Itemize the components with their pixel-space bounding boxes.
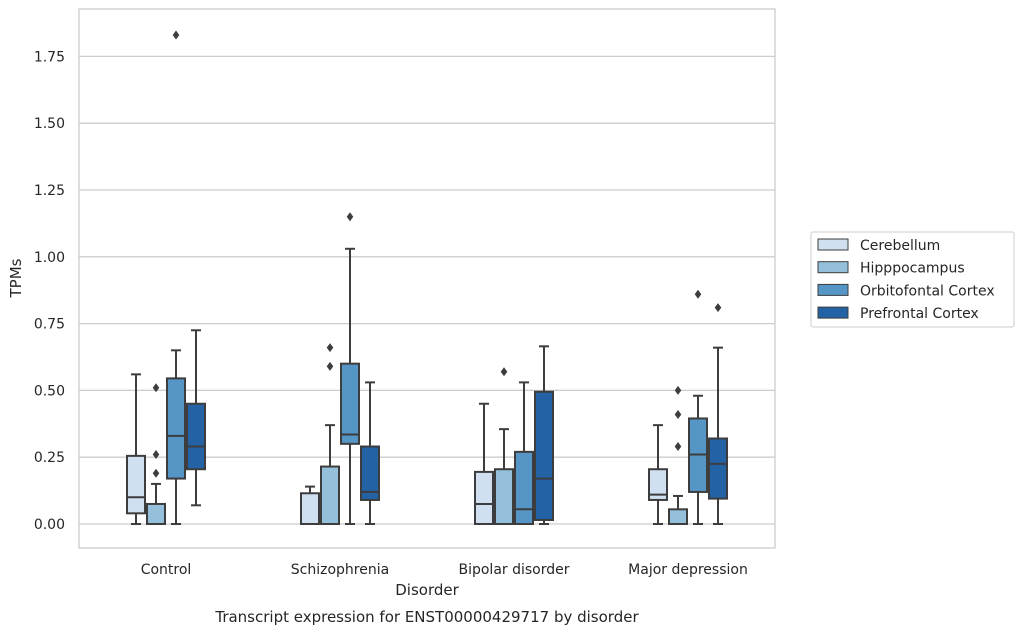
legend-label: Orbitofontal Cortex	[860, 283, 995, 299]
box-body	[494, 468, 514, 525]
y-tick-label: 1.00	[34, 250, 65, 266]
x-tick-label: Control	[141, 562, 192, 578]
box-3-0	[186, 329, 206, 507]
legend-label: Hipppocampus	[860, 261, 965, 277]
box-3-3	[708, 303, 728, 525]
y-axis-ticks: 0.00 0.25 0.50 0.75 1.00 1.25 1.50 1.75	[34, 49, 65, 533]
legend-frame	[810, 231, 1015, 328]
y-tick-label: 0.25	[34, 450, 65, 466]
box-body	[146, 502, 166, 525]
x-tick-label: Major depression	[628, 562, 748, 578]
x-axis-label: Disorder	[395, 581, 459, 599]
box-1-0	[146, 383, 166, 525]
x-tick-label: Bipolar disorder	[458, 562, 569, 578]
box-body	[514, 450, 534, 525]
y-tick-label: 1.50	[34, 116, 65, 132]
y-tick-label: 0.00	[34, 517, 65, 533]
outlier-point	[152, 468, 160, 478]
legend-item: Hipppocampus	[817, 261, 965, 277]
y-tick-label: 1.75	[34, 49, 65, 65]
outlier-point	[674, 409, 682, 419]
legend-swatch	[817, 261, 849, 274]
legend-item: Orbitofontal Cortex	[817, 283, 995, 299]
legend-label: Cerebellum	[860, 238, 940, 254]
box-1-1	[320, 343, 340, 525]
x-axis-ticks: Control Schizophrenia Bipolar disorder Majo…	[141, 562, 748, 578]
box-0-1	[300, 485, 320, 526]
box-1-2	[494, 367, 514, 525]
box-body	[648, 468, 668, 501]
outlier-point	[674, 442, 682, 452]
outlier-point	[714, 303, 722, 313]
box-body	[708, 437, 728, 500]
outlier-point	[674, 385, 682, 395]
x-tick-label: Schizophrenia	[291, 562, 389, 578]
outlier-point	[152, 383, 160, 393]
y-tick-label: 0.75	[34, 317, 65, 333]
box-body	[300, 492, 320, 526]
box-body	[320, 465, 340, 525]
box-body	[126, 454, 146, 515]
outlier-point	[694, 289, 702, 299]
legend-label: Prefrontal Cortex	[860, 306, 979, 322]
box-body	[340, 362, 360, 445]
box-body	[360, 445, 380, 501]
boxes	[126, 30, 728, 526]
legend-swatch	[817, 238, 849, 251]
legend-swatch	[817, 283, 849, 296]
outlier-point	[500, 367, 508, 377]
chart-caption: Transcript expression for ENST0000042971…	[214, 608, 639, 626]
box-3-2	[534, 345, 554, 525]
y-axis-label: TPMs	[7, 258, 25, 298]
legend-swatch	[817, 306, 849, 319]
outlier-point	[326, 361, 334, 371]
box-body	[186, 402, 206, 471]
box-2-0	[166, 30, 186, 525]
y-tick-label: 0.50	[34, 383, 65, 399]
box-3-1	[360, 381, 380, 525]
box-2-1	[340, 212, 360, 525]
box-2-2	[514, 381, 534, 525]
legend: Cerebellum Hipppocampus Orbitofontal Corte…	[810, 231, 1015, 328]
box-body	[534, 390, 554, 521]
box-body	[166, 377, 186, 480]
box-2-3	[688, 289, 708, 525]
outlier-point	[346, 212, 354, 222]
box-body	[474, 470, 494, 525]
box-0-3	[648, 424, 668, 525]
box-0-0	[126, 373, 146, 525]
box-0-2	[474, 402, 494, 525]
legend-item: Prefrontal Cortex	[817, 306, 979, 322]
outlier-point	[172, 30, 180, 40]
box-1-3	[668, 385, 688, 525]
y-tick-label: 1.25	[34, 183, 65, 199]
legend-item: Cerebellum	[817, 238, 940, 254]
plot-area-frame	[78, 8, 776, 549]
outlier-point	[152, 450, 160, 460]
outlier-point	[326, 343, 334, 353]
box-body	[668, 508, 688, 525]
